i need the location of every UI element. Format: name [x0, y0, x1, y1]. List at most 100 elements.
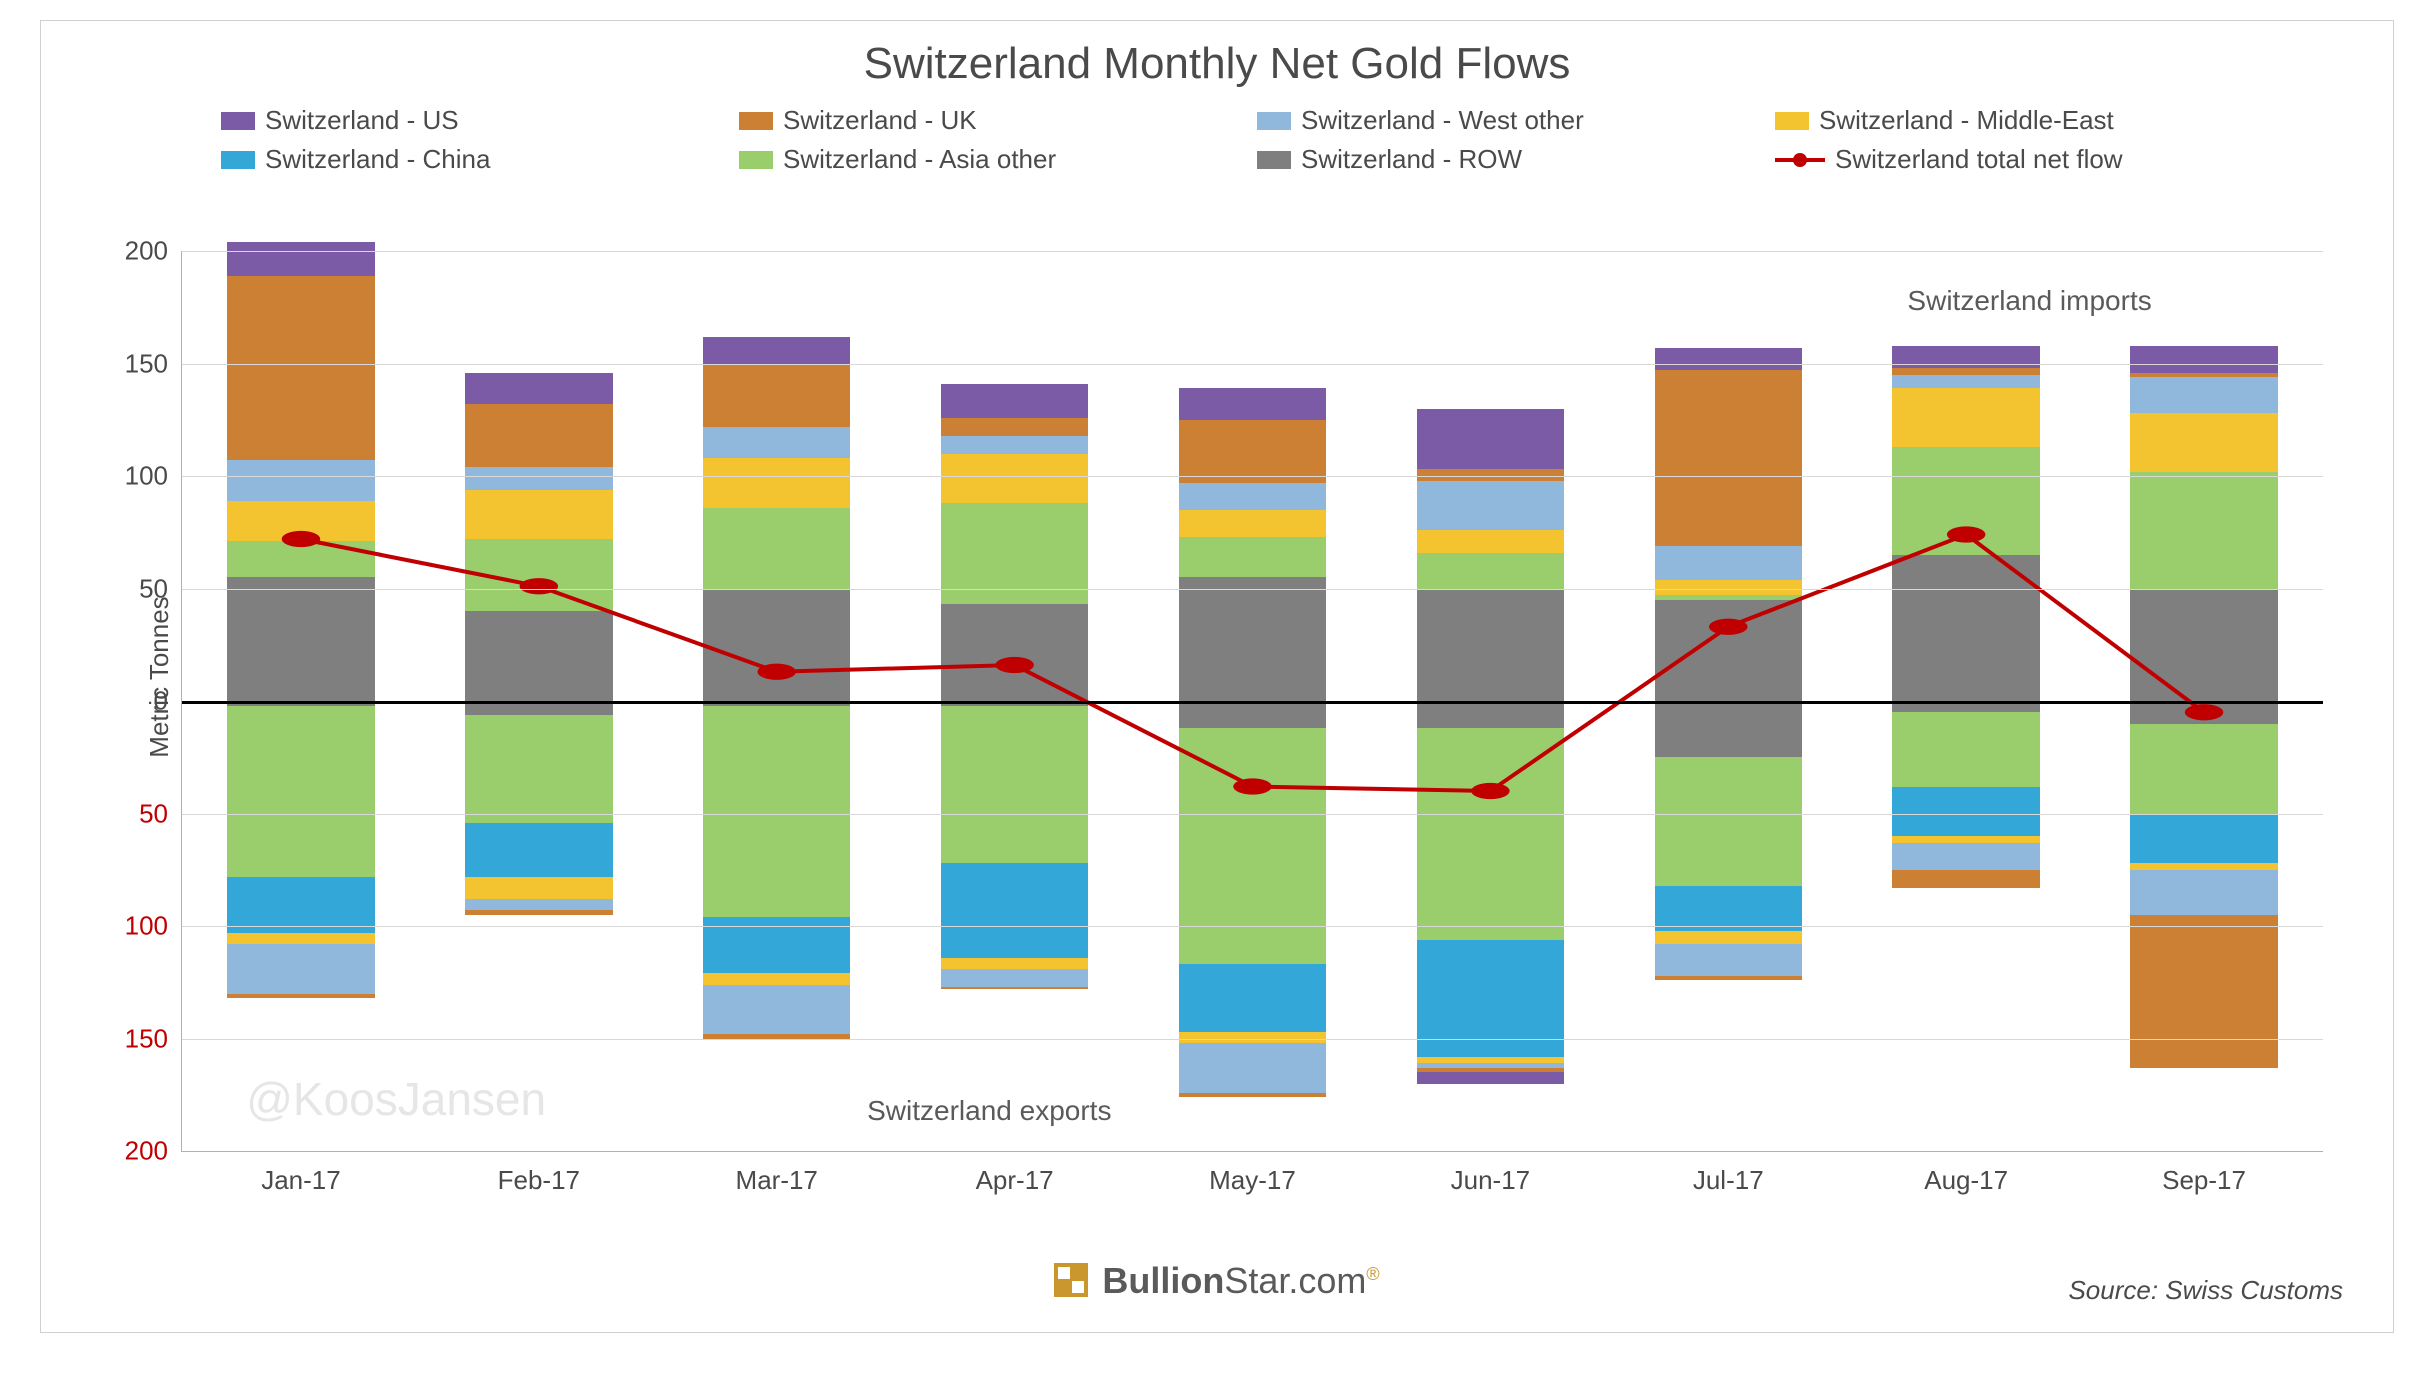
y-tick: 150 — [125, 348, 182, 379]
chart-container: Switzerland Monthly Net Gold Flows Switz… — [40, 20, 2394, 1333]
export-seg-asia_other — [1417, 728, 1564, 940]
export-seg-west_other — [941, 969, 1088, 987]
import-seg-asia_other — [1417, 553, 1564, 589]
export-seg-middleeast — [1179, 1032, 1326, 1043]
import-seg-uk — [1179, 420, 1326, 483]
export-seg-asia_other — [227, 706, 374, 877]
export-seg-asia_other — [1892, 712, 2039, 786]
export-seg-row — [1417, 701, 1564, 728]
import-seg-west_other — [703, 427, 850, 459]
import-seg-row — [2130, 589, 2277, 702]
import-seg-uk — [1417, 469, 1564, 480]
y-tick: 150 — [125, 1023, 182, 1054]
import-seg-uk — [1892, 368, 2039, 375]
legend-item-west_other: Switzerland - West other — [1257, 105, 1735, 136]
export-seg-china — [1655, 886, 1802, 931]
export-seg-uk — [1179, 1093, 1326, 1098]
x-tick-label: Jun-17 — [1451, 1151, 1531, 1196]
legend-item-middleeast: Switzerland - Middle-East — [1775, 105, 2253, 136]
legend-item-row: Switzerland - ROW — [1257, 144, 1735, 175]
export-seg-uk — [941, 987, 1088, 989]
import-seg-row — [1655, 600, 1802, 701]
import-seg-uk — [941, 418, 1088, 436]
import-seg-asia_other — [1655, 595, 1802, 600]
export-seg-row — [1179, 701, 1326, 728]
x-tick-label: Jul-17 — [1693, 1151, 1764, 1196]
import-seg-west_other — [227, 460, 374, 501]
export-seg-china — [227, 877, 374, 933]
export-seg-row — [1655, 701, 1802, 757]
export-seg-uk — [227, 994, 374, 999]
y-tick: 100 — [125, 461, 182, 492]
import-seg-west_other — [1655, 546, 1802, 580]
import-seg-us — [941, 384, 1088, 418]
plot-area: Switzerland imports Switzerland exports … — [181, 251, 2323, 1152]
import-seg-middleeast — [1179, 510, 1326, 537]
legend: Switzerland - USSwitzerland - UKSwitzerl… — [41, 99, 2393, 187]
import-seg-uk — [465, 404, 612, 467]
export-seg-middleeast — [2130, 863, 2277, 870]
export-seg-asia_other — [1179, 728, 1326, 964]
import-seg-us — [1417, 409, 1564, 470]
export-seg-middleeast — [703, 973, 850, 984]
y-axis-label: Metric Tonnes — [144, 596, 175, 757]
export-seg-west_other — [1179, 1043, 1326, 1093]
legend-item-asia_other: Switzerland - Asia other — [739, 144, 1217, 175]
export-seg-uk — [2130, 915, 2277, 1068]
import-seg-west_other — [941, 436, 1088, 454]
export-seg-china — [2130, 814, 2277, 864]
chart-title: Switzerland Monthly Net Gold Flows — [41, 21, 2393, 99]
import-seg-asia_other — [227, 541, 374, 577]
import-seg-middleeast — [1892, 388, 2039, 447]
import-seg-middleeast — [1417, 530, 1564, 553]
import-seg-asia_other — [465, 539, 612, 611]
zero-line — [182, 701, 2323, 704]
export-seg-middleeast — [1892, 836, 2039, 843]
export-seg-middleeast — [465, 877, 612, 900]
legend-item-us: Switzerland - US — [221, 105, 699, 136]
x-tick-label: Feb-17 — [498, 1151, 580, 1196]
export-seg-west_other — [2130, 870, 2277, 915]
x-tick-label: May-17 — [1209, 1151, 1296, 1196]
gridline — [182, 1039, 2323, 1040]
import-seg-uk — [2130, 373, 2277, 378]
plot: Switzerland imports Switzerland exports … — [181, 251, 2323, 1152]
watermark: @KoosJansen — [246, 1072, 546, 1126]
brand-logo: BullionStar.com® — [1054, 1259, 1379, 1302]
y-tick: 50 — [139, 573, 182, 604]
gridline — [182, 476, 2323, 477]
import-seg-us — [1892, 346, 2039, 369]
x-tick-label: Mar-17 — [736, 1151, 818, 1196]
import-seg-middleeast — [941, 454, 1088, 504]
export-seg-west_other — [465, 899, 612, 910]
gridline — [182, 364, 2323, 365]
import-seg-uk — [1655, 370, 1802, 546]
import-seg-row — [1417, 589, 1564, 702]
y-tick: 0 — [154, 686, 182, 717]
import-seg-asia_other — [703, 508, 850, 589]
export-seg-us — [1417, 1072, 1564, 1083]
export-seg-uk — [1892, 870, 2039, 888]
export-seg-row — [2130, 701, 2277, 724]
export-seg-uk — [1655, 976, 1802, 981]
import-seg-us — [1655, 348, 1802, 371]
import-seg-west_other — [1417, 481, 1564, 531]
y-tick: 50 — [139, 798, 182, 829]
import-seg-west_other — [2130, 377, 2277, 413]
export-seg-asia_other — [1655, 757, 1802, 885]
footer-brand: BullionStar.com® — [41, 1259, 2393, 1302]
import-seg-row — [941, 604, 1088, 701]
brand-icon — [1054, 1263, 1088, 1297]
import-seg-uk — [227, 276, 374, 461]
export-seg-west_other — [227, 944, 374, 994]
export-seg-middleeast — [227, 933, 374, 944]
import-seg-row — [227, 577, 374, 701]
gridline — [182, 814, 2323, 815]
source-attribution: Source: Swiss Customs — [2068, 1275, 2343, 1306]
import-seg-uk — [703, 364, 850, 427]
import-seg-row — [1179, 577, 1326, 701]
gridline — [182, 926, 2323, 927]
x-tick-label: Sep-17 — [2162, 1151, 2246, 1196]
export-seg-china — [465, 823, 612, 877]
export-seg-china — [1892, 787, 2039, 837]
